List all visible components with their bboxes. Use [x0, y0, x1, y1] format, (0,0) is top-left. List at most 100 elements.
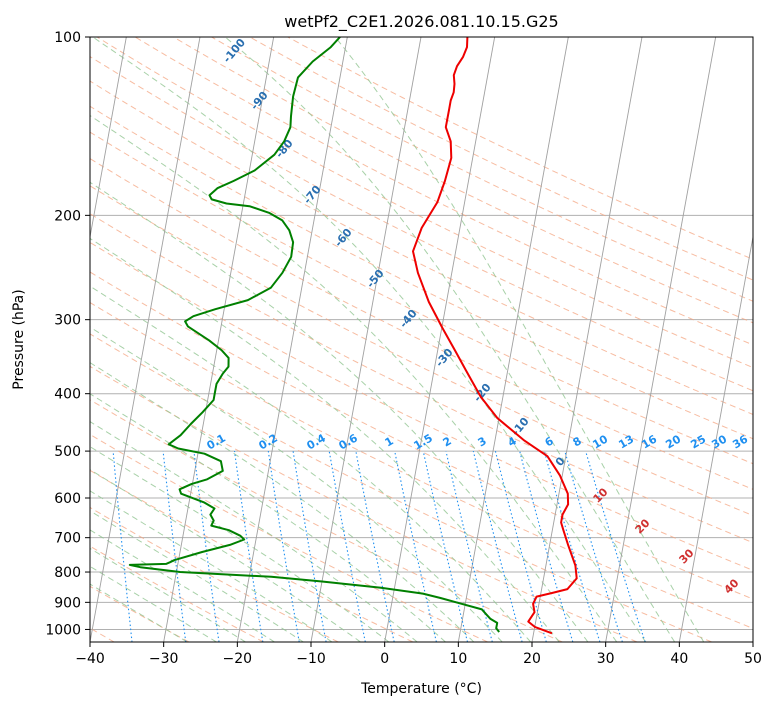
isotherm-line: [531, 37, 643, 642]
dry-adiabats: [90, 37, 753, 642]
isotherm-line: [678, 234, 753, 642]
dry-adiabat: [90, 585, 190, 642]
x-tick-label: 10: [449, 651, 467, 667]
dry-adiabat: [90, 185, 753, 517]
isotherm-gridlines: [90, 37, 753, 642]
dry-adiabat-label: -50: [364, 267, 387, 291]
dry-adiabat: [90, 241, 753, 571]
moist-adiabat-label: 10: [591, 485, 611, 505]
moist-adiabat-label: 20: [633, 516, 653, 536]
y-axis: 100 200 300 400 500 600 700 800 900 1000: [45, 30, 90, 638]
mixing-ratio-line: [472, 450, 523, 642]
dry-adiabat-label: -30: [433, 346, 456, 370]
moist-adiabat: [224, 37, 676, 642]
y-tick-label: 500: [54, 444, 81, 460]
isobar-gridlines: [90, 37, 753, 630]
x-tick-label: −40: [75, 651, 105, 667]
moist-adiabat: [334, 37, 705, 642]
moist-adiabat: [90, 237, 560, 642]
moist-adiabat: [90, 285, 532, 642]
mixing-ratio-line: [292, 451, 327, 642]
moist-adiabat: [90, 421, 418, 642]
dry-adiabat: [90, 469, 414, 642]
mixing-ratio-label: 3: [476, 434, 489, 449]
dry-adiabat: [173, 37, 753, 324]
dry-adiabat: [90, 80, 753, 416]
mixing-ratio-label: 0.1: [205, 431, 228, 452]
mixing-ratio-label: 0.4: [305, 431, 329, 452]
mixing-ratio-label: 20: [663, 432, 683, 451]
dry-adiabat: [90, 56, 753, 392]
isotherm-line: [457, 37, 569, 642]
mixing-ratio-label: 30: [709, 432, 729, 451]
x-tick-label: 50: [744, 651, 762, 667]
y-axis-title: Pressure (hPa): [11, 289, 27, 389]
mixing-ratio-label: 13: [616, 433, 636, 452]
isotherm-line: [605, 37, 717, 642]
y-tick-label: 1000: [45, 622, 81, 638]
dry-adiabat: [90, 131, 753, 465]
y-tick-label: 900: [54, 595, 81, 611]
x-tick-label: 40: [670, 651, 688, 667]
moist-adiabat: [92, 37, 647, 642]
dewpoint-profile-line: [128, 37, 500, 633]
mixing-ratio-label: 0.2: [257, 431, 280, 452]
isotherm-line: [752, 639, 753, 642]
moist-adiabat: [90, 393, 446, 642]
x-tick-label: −10: [296, 651, 326, 667]
dry-adiabat-label: -90: [248, 89, 271, 113]
dry-adiabat: [90, 333, 712, 642]
mixing-ratio-line: [564, 450, 623, 642]
dry-adiabat: [90, 433, 488, 642]
moist-adiabat: [90, 529, 275, 642]
mixing-ratio-label: 1.5: [412, 431, 435, 452]
mixing-ratio-line: [328, 451, 366, 642]
y-tick-label: 700: [54, 531, 81, 547]
moist-adiabat: [90, 181, 589, 642]
dry-adiabat-label: -40: [397, 307, 420, 331]
x-tick-label: 30: [597, 651, 615, 667]
isotherm-line: [310, 37, 422, 642]
mixing-ratio-line: [445, 450, 493, 642]
isotherm-line: [90, 37, 201, 642]
x-axis-title: Temperature (°C): [360, 681, 482, 697]
dry-adiabat: [90, 158, 753, 490]
plot-area: 0.1 0.2 0.4 0.6 1 1.5 2 3 4 6 8 10 13 16 20 25 30 36-100-…: [90, 36, 753, 642]
dry-adiabat-label: -100: [220, 36, 248, 66]
y-tick-label: 100: [54, 30, 81, 46]
mixing-ratio-line: [267, 451, 300, 642]
isotherm-line: [163, 37, 275, 642]
moist-adiabat: [90, 326, 503, 642]
dry-adiabat: [90, 213, 753, 544]
mixing-ratio-line: [394, 450, 437, 642]
dry-adiabat: [134, 37, 753, 346]
moist-adiabat: [90, 114, 618, 642]
x-tick-label: 20: [523, 651, 541, 667]
dry-adiabat: [90, 365, 638, 642]
dry-adiabat: [90, 506, 339, 642]
mixing-ratio-line: [519, 450, 574, 642]
moist-adiabats: [90, 37, 705, 642]
y-tick-label: 600: [54, 491, 81, 507]
mixing-ratio-label: 1: [383, 434, 396, 449]
mixing-ratio-line: [162, 451, 187, 642]
mixing-ratio-lines: [112, 450, 646, 642]
mixing-ratio-line: [585, 450, 646, 642]
mixing-ratio-label: 6: [543, 434, 556, 449]
plot-frame: [89, 36, 754, 643]
dry-adiabat: [90, 271, 753, 600]
isotherm-line: [236, 37, 348, 642]
moist-adiabat: [90, 583, 188, 642]
mixing-ratio-label: 36: [730, 432, 750, 451]
chart-title: wetPf2_C2E1.2026.081.10.15.G25: [284, 12, 558, 32]
moist-adiabat: [90, 565, 217, 642]
x-axis: −40 −30 −20 −10 0 10 20 30 40 50: [75, 642, 762, 667]
x-tick-label: −30: [149, 651, 179, 667]
mixing-ratio-line: [422, 450, 469, 642]
moist-adiabat: [90, 362, 475, 642]
moist-adiabat: [90, 510, 304, 642]
mixing-ratio-line: [112, 451, 133, 642]
mixing-ratio-line: [543, 450, 601, 642]
moist-adiabat: [90, 446, 390, 642]
